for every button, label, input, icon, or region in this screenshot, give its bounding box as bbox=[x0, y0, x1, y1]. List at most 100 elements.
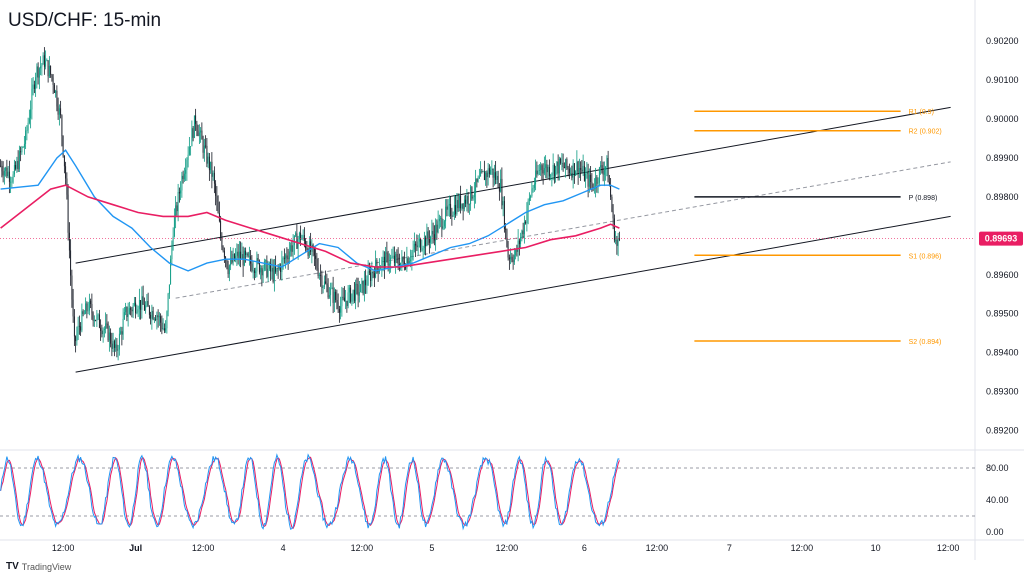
candle-body bbox=[258, 260, 260, 273]
stoch-k-line bbox=[0, 453, 620, 531]
chart-title: USD/CHF: 15-min bbox=[8, 10, 162, 31]
candle-body bbox=[365, 279, 367, 286]
y-tick-label: 0.89200 bbox=[986, 426, 1019, 436]
candle-body bbox=[126, 306, 128, 318]
candle-body bbox=[367, 271, 369, 285]
candle-body bbox=[490, 169, 492, 175]
candle-body bbox=[127, 314, 129, 318]
y-tick-label: 0.89900 bbox=[986, 153, 1019, 163]
candle-body bbox=[140, 300, 142, 310]
candle-body bbox=[373, 273, 375, 278]
candle-body bbox=[535, 170, 537, 185]
candle-body bbox=[240, 251, 242, 259]
candle-body bbox=[36, 66, 38, 78]
candle-body bbox=[80, 326, 82, 331]
candle-body bbox=[343, 297, 345, 302]
candle-body bbox=[476, 178, 478, 182]
candle-body bbox=[135, 302, 137, 314]
candle-body bbox=[180, 190, 182, 194]
candle-body bbox=[170, 259, 172, 285]
candle-body bbox=[32, 84, 34, 89]
candle-body bbox=[603, 170, 605, 175]
candle-body bbox=[58, 108, 60, 115]
candle-body bbox=[232, 253, 234, 263]
candle-body bbox=[25, 130, 27, 144]
candle-body bbox=[495, 172, 497, 180]
x-tick-label: 4 bbox=[281, 543, 286, 553]
candle-body bbox=[35, 77, 37, 89]
candle-body bbox=[497, 175, 499, 189]
candle-body bbox=[283, 257, 285, 259]
candle-body bbox=[387, 253, 389, 266]
candle-body bbox=[525, 222, 527, 224]
candle-body bbox=[187, 154, 189, 161]
candle-body bbox=[150, 314, 152, 319]
candles bbox=[0, 47, 620, 361]
candle-body bbox=[308, 241, 310, 256]
candle-body bbox=[351, 293, 353, 302]
candle-body bbox=[122, 319, 124, 335]
candle-body bbox=[555, 166, 557, 177]
candle-body bbox=[468, 204, 470, 206]
candle-body bbox=[567, 167, 569, 169]
candle-body bbox=[231, 258, 233, 263]
candle-body bbox=[142, 296, 144, 305]
candle-body bbox=[337, 302, 339, 309]
candle-body bbox=[117, 349, 119, 351]
candle-body bbox=[203, 145, 205, 153]
candle-body bbox=[345, 300, 347, 302]
candle-body bbox=[145, 305, 147, 311]
candle-body bbox=[75, 336, 77, 342]
candle-body bbox=[90, 300, 92, 305]
x-tick-label: 6 bbox=[582, 543, 587, 553]
candle-body bbox=[112, 341, 114, 349]
candle-body bbox=[200, 130, 202, 133]
candle-body bbox=[281, 259, 283, 272]
candle-body bbox=[302, 235, 304, 239]
pivot-label-p: P (0.898) bbox=[909, 195, 938, 202]
candle-body bbox=[273, 266, 275, 281]
candle-body bbox=[368, 271, 370, 273]
candle-body bbox=[41, 64, 43, 67]
candle-body bbox=[433, 234, 435, 241]
candle-body bbox=[565, 159, 567, 169]
candle-body bbox=[316, 258, 318, 269]
candle-body bbox=[17, 160, 19, 170]
candle-body bbox=[563, 166, 565, 169]
candle-body bbox=[478, 176, 480, 178]
candle-body bbox=[571, 172, 573, 178]
candle-body bbox=[437, 221, 439, 233]
candle-body bbox=[256, 258, 258, 272]
candle-body bbox=[82, 311, 84, 314]
candle-body bbox=[546, 164, 548, 173]
candle-body bbox=[510, 256, 512, 260]
candle-body bbox=[388, 263, 390, 266]
candle-body bbox=[330, 288, 332, 296]
candle-body bbox=[10, 181, 12, 183]
candle-body bbox=[210, 161, 212, 171]
candle-body bbox=[580, 168, 582, 170]
x-tick-label: 12:00 bbox=[192, 543, 215, 553]
candle-body bbox=[450, 204, 452, 216]
candle-body bbox=[446, 206, 448, 210]
candle-body bbox=[501, 178, 503, 206]
candle-body bbox=[566, 159, 568, 168]
candle-body bbox=[520, 237, 522, 245]
candle-body bbox=[452, 215, 454, 217]
candle-body bbox=[81, 311, 83, 331]
candle-body bbox=[353, 289, 355, 301]
candle-body bbox=[51, 74, 53, 78]
candle-body bbox=[328, 295, 330, 298]
candle-body bbox=[40, 66, 42, 69]
candle-body bbox=[613, 218, 615, 241]
candle-body bbox=[186, 160, 188, 170]
candle-body bbox=[221, 236, 223, 248]
candle-body bbox=[460, 195, 462, 209]
candle-body bbox=[416, 245, 418, 248]
candle-body bbox=[611, 196, 613, 212]
candle-body bbox=[336, 299, 338, 303]
candle-body bbox=[6, 167, 8, 177]
candle-body bbox=[216, 195, 218, 203]
candle-body bbox=[87, 310, 89, 312]
